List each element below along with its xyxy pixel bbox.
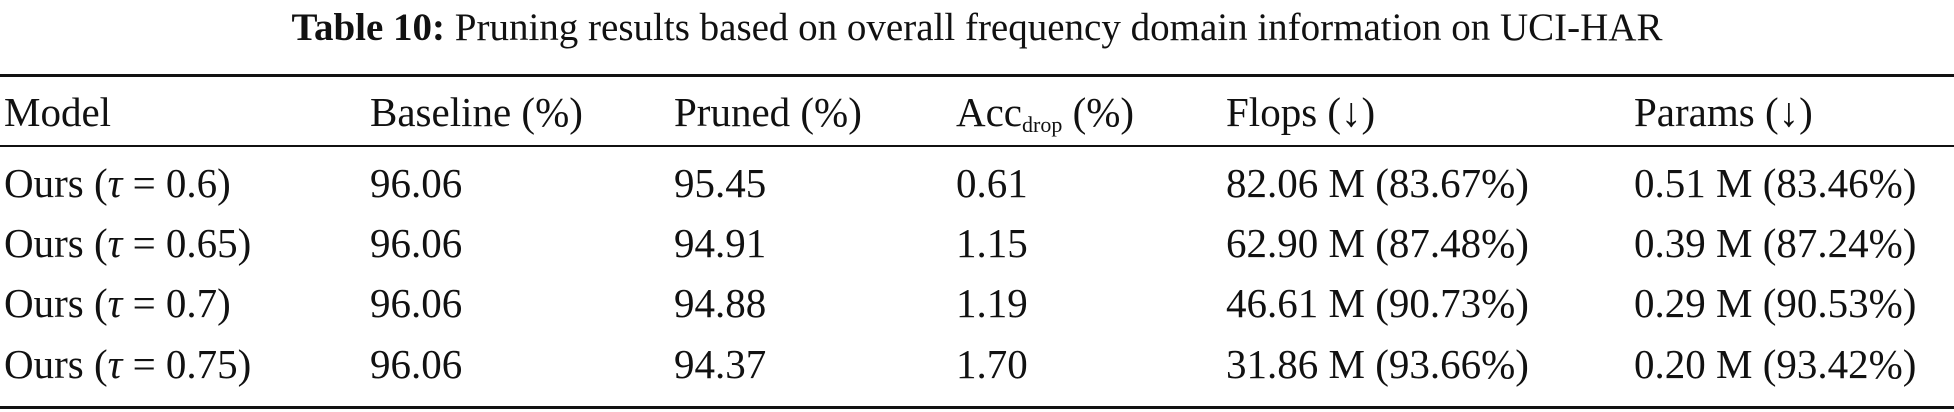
model-prefix: Ours ( — [4, 220, 108, 266]
caption-text: Pruning results based on overall frequen… — [454, 6, 1663, 49]
cell-params: 0.29 M (90.53%) — [1634, 280, 1917, 326]
cell-model: Ours (τ = 0.6) — [4, 153, 231, 213]
table-row: Ours (τ = 0.75) 96.06 94.37 1.70 31.86 M… — [0, 334, 1954, 394]
cell-baseline: 96.06 — [370, 160, 463, 206]
cell-acc-drop: 1.15 — [956, 220, 1028, 266]
cell-pruned: 94.37 — [674, 341, 767, 387]
cell-pruned: 94.91 — [674, 220, 767, 266]
header-params: Params (↓) — [1634, 89, 1813, 135]
header-pruned: Pruned (%) — [674, 89, 862, 135]
cell-params: 0.20 M (93.42%) — [1634, 341, 1917, 387]
header-model: Model — [4, 89, 112, 135]
tau-symbol: τ — [107, 220, 123, 266]
tau-symbol: τ — [107, 280, 123, 326]
cell-pruned: 94.88 — [674, 280, 767, 326]
table-row: Ours (τ = 0.6) 96.06 95.45 0.61 82.06 M … — [0, 153, 1954, 213]
table-row: Ours (τ = 0.7) 96.06 94.88 1.19 46.61 M … — [0, 273, 1954, 333]
table-row: Ours (τ = 0.65) 96.06 94.91 1.15 62.90 M… — [0, 213, 1954, 273]
model-prefix: Ours ( — [4, 160, 108, 206]
table-caption: Table 10: Pruning results based on overa… — [0, 2, 1954, 54]
cell-acc-drop: 0.61 — [956, 160, 1028, 206]
header-flops: Flops (↓) — [1226, 89, 1376, 135]
cell-flops: 31.86 M (93.66%) — [1226, 341, 1529, 387]
cell-pruned: 95.45 — [674, 160, 767, 206]
cell-flops: 82.06 M (83.67%) — [1226, 160, 1529, 206]
cell-flops: 46.61 M (90.73%) — [1226, 280, 1529, 326]
cell-params: 0.39 M (87.24%) — [1634, 220, 1917, 266]
header-baseline: Baseline (%) — [370, 89, 583, 135]
cell-acc-drop: 1.70 — [956, 341, 1028, 387]
model-prefix: Ours ( — [4, 341, 108, 387]
cell-model: Ours (τ = 0.7) — [4, 273, 231, 333]
model-prefix: Ours ( — [4, 280, 108, 326]
table-bottom-rule — [0, 406, 1954, 409]
caption-label: Table 10: — [291, 6, 446, 49]
cell-baseline: 96.06 — [370, 341, 463, 387]
tau-symbol: τ — [107, 341, 123, 387]
model-suffix: = 0.7) — [122, 280, 231, 326]
cell-acc-drop: 1.19 — [956, 280, 1028, 326]
model-suffix: = 0.65) — [122, 220, 252, 266]
cell-baseline: 96.06 — [370, 220, 463, 266]
cell-model: Ours (τ = 0.65) — [4, 213, 251, 273]
model-suffix: = 0.75) — [122, 341, 252, 387]
header-acc-drop: Accdrop (%) — [956, 82, 1134, 155]
header-acc-unit: (%) — [1062, 89, 1135, 135]
table-header-row: Model Baseline (%) Pruned (%) Accdrop (%… — [0, 82, 1954, 142]
table-top-rule — [0, 74, 1954, 77]
header-acc-subscript: drop — [1022, 112, 1063, 137]
cell-params: 0.51 M (83.46%) — [1634, 160, 1917, 206]
tau-symbol: τ — [107, 160, 123, 206]
cell-flops: 62.90 M (87.48%) — [1226, 220, 1529, 266]
model-suffix: = 0.6) — [122, 160, 231, 206]
header-acc-main: Acc — [956, 89, 1023, 135]
cell-model: Ours (τ = 0.75) — [4, 334, 251, 394]
cell-baseline: 96.06 — [370, 280, 463, 326]
table-header-rule — [0, 145, 1954, 147]
